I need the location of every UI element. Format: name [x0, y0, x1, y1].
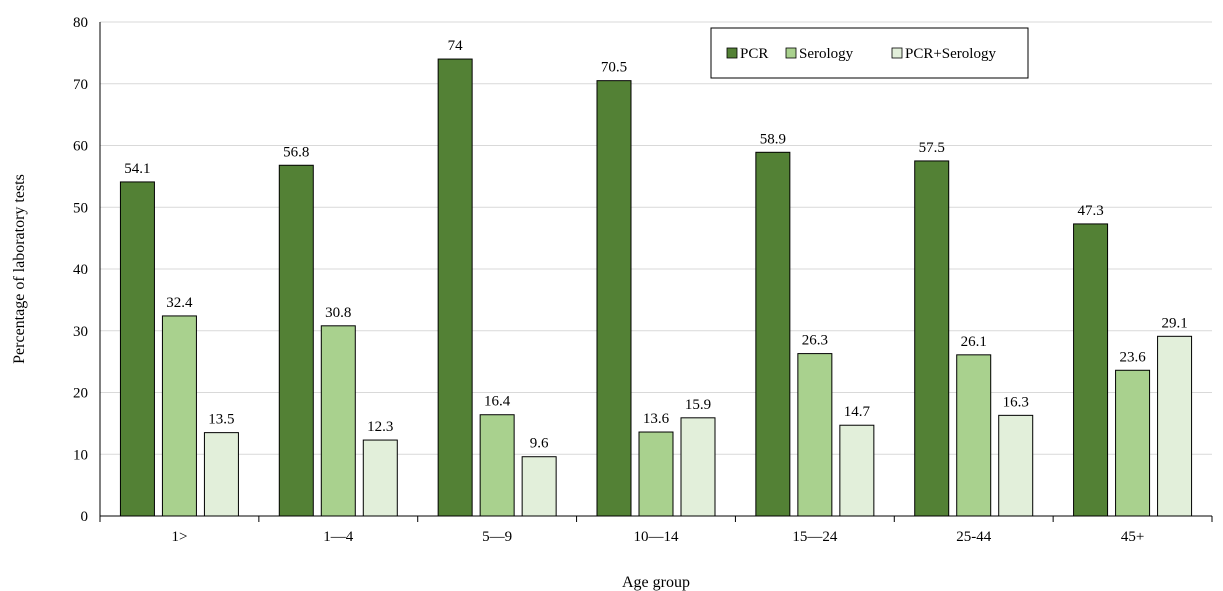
legend-label: PCR [740, 46, 768, 62]
bar-pcr-serology [1157, 335, 1193, 517]
data-label: 47.3 [1077, 203, 1103, 219]
x-tick-label: 5—9 [482, 529, 512, 545]
x-tick-label: 10—14 [634, 529, 680, 545]
bar-pcr [119, 181, 155, 517]
data-label: 26.1 [961, 334, 987, 350]
data-label: 9.6 [530, 436, 549, 452]
bar-pcr [914, 160, 950, 517]
bar-serology [797, 353, 833, 517]
bar-serology [320, 325, 356, 517]
data-label: 26.3 [802, 333, 828, 349]
data-label: 30.8 [325, 305, 351, 321]
bar-pcr-serology [521, 456, 557, 517]
y-tick-label: 40 [73, 262, 88, 278]
data-label: 14.7 [844, 404, 871, 420]
bar-serology [161, 315, 197, 517]
data-label: 16.3 [1003, 394, 1029, 410]
bar-serology [956, 354, 992, 517]
data-label: 13.5 [208, 412, 234, 428]
bar-pcr-serology [203, 432, 239, 517]
y-axis-title: Percentage of laboratory tests [11, 174, 28, 364]
data-label: 15.9 [685, 397, 711, 413]
y-tick-label: 20 [73, 386, 88, 402]
bar-serology [479, 414, 515, 517]
y-tick-label: 10 [73, 447, 88, 463]
data-label: 16.4 [484, 394, 511, 410]
legend: PCR Serology PCR+Serology [710, 27, 1029, 79]
y-tick-label: 80 [73, 15, 88, 31]
x-tick-label: 1> [171, 529, 187, 545]
legend-box [710, 27, 1029, 79]
data-label: 13.6 [643, 411, 670, 427]
bar-pcr [278, 164, 314, 517]
bar-pcr-serology [998, 414, 1034, 517]
data-labels: 54.1 32.4 13.5 56.8 30.8 12.3 74 16.4 9.6 70.5 13.… [124, 38, 1187, 452]
legend-label: PCR+Serology [905, 46, 996, 62]
bar-pcr [596, 80, 632, 517]
data-label: 57.5 [919, 140, 945, 156]
bar-serology [638, 431, 674, 517]
bar-pcr-serology [362, 439, 398, 517]
legend-label: Serology [799, 46, 854, 62]
data-label: 70.5 [601, 60, 627, 76]
bar-pcr [1073, 223, 1109, 517]
bar-pcr-serology [839, 424, 875, 517]
bar-pcr [437, 58, 473, 517]
y-tick-label: 30 [73, 324, 88, 340]
data-label: 32.4 [166, 295, 193, 311]
y-tick-label: 60 [73, 139, 88, 155]
data-label: 29.1 [1161, 315, 1187, 331]
data-label: 54.1 [124, 161, 150, 177]
data-label: 58.9 [760, 131, 786, 147]
axes: 0 10 20 30 40 50 60 70 80 1> 1—4 5—9 10—14 15—24 25-44… [73, 15, 1213, 545]
legend-swatch [891, 47, 903, 59]
data-label: 23.6 [1119, 349, 1146, 365]
gridlines [100, 21, 1212, 455]
legend-swatch [785, 47, 797, 59]
x-tick-label: 25-44 [956, 529, 991, 545]
y-tick-label: 70 [73, 77, 88, 93]
bar-pcr [755, 151, 791, 517]
y-tick-label: 50 [73, 200, 88, 216]
data-label: 56.8 [283, 144, 309, 160]
x-tick-label: 15—24 [792, 529, 838, 545]
bars [119, 58, 1193, 517]
x-axis-title: Age group [622, 574, 690, 591]
bar-pcr-serology [680, 417, 716, 517]
bar-serology [1115, 369, 1151, 517]
x-tick-label: 1—4 [323, 529, 354, 545]
data-label: 12.3 [367, 419, 393, 435]
x-tick-label: 45+ [1121, 529, 1144, 545]
data-label: 74 [448, 38, 464, 54]
legend-swatch [726, 47, 738, 59]
y-tick-label: 0 [81, 509, 89, 525]
